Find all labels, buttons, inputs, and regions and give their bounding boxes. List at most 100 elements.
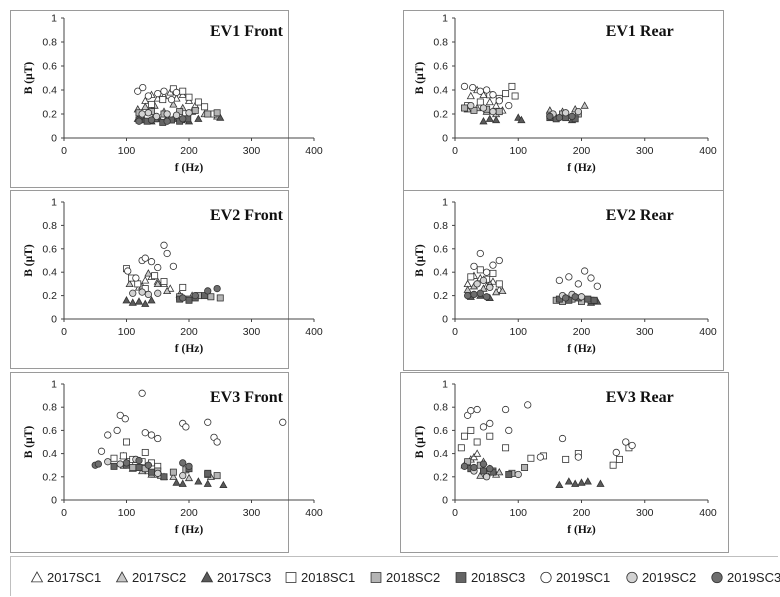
y-tick-label: 0 xyxy=(442,133,448,145)
data-point xyxy=(204,418,212,426)
data-point xyxy=(163,110,171,118)
data-point xyxy=(135,456,143,465)
data-point xyxy=(460,82,469,91)
data-point xyxy=(132,274,140,282)
data-point xyxy=(139,83,147,92)
data-point xyxy=(141,102,150,110)
data-point xyxy=(489,269,497,277)
data-point xyxy=(470,290,478,299)
data-point xyxy=(562,455,570,463)
x-tick-label: 400 xyxy=(305,145,323,157)
data-point xyxy=(194,114,203,122)
circle-marker-icon xyxy=(711,571,723,584)
data-point xyxy=(482,268,491,276)
data-point xyxy=(502,90,510,98)
data-point xyxy=(476,249,484,258)
data-point xyxy=(577,293,586,301)
data-point xyxy=(160,473,168,481)
data-point xyxy=(110,462,118,470)
data-point xyxy=(514,470,522,479)
data-point xyxy=(473,438,481,446)
series-2019sc3 xyxy=(464,289,579,302)
x-tick-label: 200 xyxy=(180,145,198,157)
data-point xyxy=(508,82,516,90)
data-point xyxy=(121,415,129,423)
y-tick-label: 0.6 xyxy=(433,425,448,437)
chart-frame xyxy=(403,10,724,191)
chart-title: EV2 Rear xyxy=(606,207,674,224)
y-tick-label: 1 xyxy=(51,379,57,391)
data-point xyxy=(144,461,153,469)
data-point xyxy=(479,116,488,125)
data-point xyxy=(213,109,221,117)
data-point xyxy=(489,261,497,269)
data-point xyxy=(574,280,582,288)
chart-frame xyxy=(403,190,724,371)
y-tick-label: 0.4 xyxy=(42,448,57,460)
data-point xyxy=(562,294,570,302)
data-point xyxy=(505,426,513,435)
data-point xyxy=(184,473,194,482)
x-tick-label: 300 xyxy=(636,326,654,338)
data-point xyxy=(179,283,187,291)
chart-ev3-rear: 0 0.2 0.4 0.6 0.8 1 0 100 200 300 400 f (Hz) B (µT) E… xyxy=(400,372,729,553)
data-point xyxy=(473,280,481,288)
data-point xyxy=(154,289,162,297)
data-point xyxy=(574,107,582,116)
data-point xyxy=(144,290,153,299)
y-tick-label: 0.6 xyxy=(42,425,57,437)
y-tick-label: 0.4 xyxy=(433,267,448,279)
data-point xyxy=(154,434,162,443)
series-2019sc1 xyxy=(464,401,636,461)
data-point xyxy=(203,479,212,487)
data-point xyxy=(94,460,103,468)
data-point xyxy=(213,472,221,480)
legend-label: 2017SC2 xyxy=(132,569,187,585)
chart-title: EV2 Front xyxy=(210,207,284,224)
data-point xyxy=(564,477,573,485)
data-point xyxy=(141,448,149,456)
data-point xyxy=(204,110,212,118)
data-point xyxy=(151,272,159,280)
legend-marker xyxy=(200,571,214,583)
x-tick-label: 200 xyxy=(180,507,198,519)
data-point xyxy=(169,468,177,476)
legend-label: 2017SC1 xyxy=(47,569,102,585)
x-tick-label: 0 xyxy=(452,507,458,519)
data-point xyxy=(135,117,143,125)
data-point xyxy=(152,112,161,121)
data-point xyxy=(163,117,171,125)
data-point xyxy=(622,438,630,446)
y-tick-label: 0.2 xyxy=(42,290,57,302)
data-point xyxy=(495,280,503,288)
x-axis-label: f (Hz) xyxy=(175,343,204,355)
series-2019sc1 xyxy=(124,241,178,282)
data-point xyxy=(469,83,477,92)
series-2019sc2 xyxy=(138,109,193,121)
x-axis-label: f (Hz) xyxy=(175,162,204,174)
data-point xyxy=(495,467,504,476)
x-tick-label: 200 xyxy=(573,145,591,157)
data-point xyxy=(134,280,142,288)
y-tick-label: 0.2 xyxy=(42,109,57,121)
data-point xyxy=(469,452,479,461)
y-tick-label: 0.8 xyxy=(433,220,448,232)
data-point xyxy=(615,455,623,463)
legend-marker xyxy=(455,572,467,583)
data-point xyxy=(204,469,212,477)
data-point xyxy=(163,249,171,258)
data-point xyxy=(479,284,488,292)
y-tick-label: 0.4 xyxy=(433,85,448,97)
data-point xyxy=(124,267,132,275)
square-marker-icon xyxy=(370,572,382,583)
x-tick-label: 300 xyxy=(243,326,261,338)
data-point xyxy=(479,276,488,285)
x-tick-label: 0 xyxy=(61,145,67,157)
data-point xyxy=(144,269,153,277)
x-axis-label: f (Hz) xyxy=(567,524,596,536)
data-point xyxy=(495,108,503,116)
legend-item-2018sc2: 2018SC2 xyxy=(368,567,440,587)
data-point xyxy=(134,87,142,95)
legend-label: 2018SC2 xyxy=(386,569,441,585)
x-tick-label: 200 xyxy=(180,326,198,338)
